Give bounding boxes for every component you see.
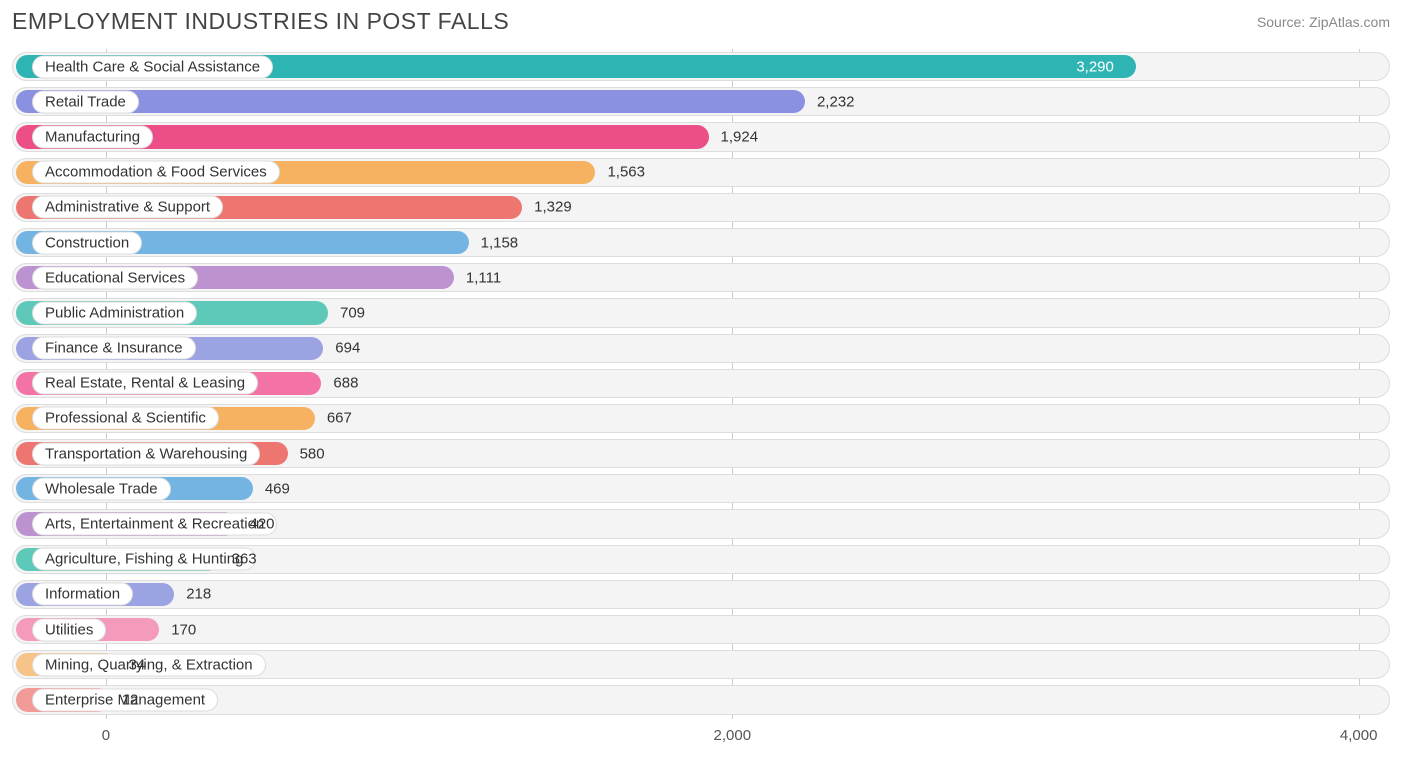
x-tick-label: 4,000 [1340,727,1378,744]
bar-label: Utilities [32,618,106,641]
bar-value: 363 [232,551,257,568]
bar-row: Construction 1,158 [12,225,1390,260]
bar-value: 709 [340,304,365,321]
bar-value: 218 [186,586,211,603]
bar-track [12,615,1390,644]
bar-row: Information 218 [12,577,1390,612]
x-tick-label: 0 [102,727,110,744]
bar-label: Public Administration [32,301,197,324]
bar-label: Professional & Scientific [32,407,219,430]
bar-row: Retail Trade 2,232 [12,84,1390,119]
bar-row: Real Estate, Rental & Leasing 688 [12,366,1390,401]
bar-value: 170 [171,621,196,638]
bar-row: Enterprise Management12 [12,682,1390,717]
bar-value: 2,232 [817,93,855,110]
bar-label: Arts, Entertainment & Recreation [32,513,277,536]
bar-label: Educational Services [32,266,198,289]
bar-label: Real Estate, Rental & Leasing [32,372,258,395]
bar-row: Transportation & Warehousing 580 [12,436,1390,471]
x-tick-label: 2,000 [714,727,752,744]
bar-value: 694 [335,340,360,357]
bar-value: 1,111 [466,269,501,286]
chart-source: Source: ZipAtlas.com [1257,14,1390,30]
bar-row: Arts, Entertainment & Recreation420 [12,506,1390,541]
bar-label: Transportation & Warehousing [32,442,260,465]
bar-value: 1,158 [481,234,519,251]
bar-value: 1,563 [607,164,645,181]
bar-value: 420 [249,516,274,533]
bar-track [12,580,1390,609]
bar-value: 1,329 [534,199,572,216]
bar-value: 667 [327,410,352,427]
bar-row: Accommodation & Food Services 1,563 [12,155,1390,190]
bars-container: Health Care & Social Assistance 3,290 Reta… [12,49,1390,718]
bar-row: Utilities 170 [12,612,1390,647]
bar-label: Health Care & Social Assistance [32,55,273,78]
bar-row: Public Administration 709 [12,295,1390,330]
bar-value: 12 [122,691,139,708]
bar-label: Construction [32,231,142,254]
bar-track [12,685,1390,714]
chart-title: EMPLOYMENT INDUSTRIES IN POST FALLS [12,8,509,35]
bar-value: 469 [265,480,290,497]
bar-value: 688 [333,375,358,392]
bar-label: Information [32,583,133,606]
bar-label: Mining, Quarrying, & Extraction [32,653,266,676]
bar-value: 1,924 [721,128,759,145]
bar-row: Finance & Insurance 694 [12,331,1390,366]
bar-label: Administrative & Support [32,196,223,219]
chart-header: EMPLOYMENT INDUSTRIES IN POST FALLS Sour… [0,0,1406,39]
bar-value: 580 [300,445,325,462]
bar-value: 34 [129,656,146,673]
bar-label: Finance & Insurance [32,337,196,360]
bar-label: Accommodation & Food Services [32,161,280,184]
bar-row: Wholesale Trade 469 [12,471,1390,506]
bar-row: Administrative & Support 1,329 [12,190,1390,225]
bar-row: Manufacturing 1,924 [12,119,1390,154]
bar-row: Health Care & Social Assistance 3,290 [12,49,1390,84]
bar-row: Educational Services 1,111 [12,260,1390,295]
bar-label: Manufacturing [32,125,153,148]
bar-row: Agriculture, Fishing & Hunting363 [12,542,1390,577]
bar-label: Agriculture, Fishing & Hunting [32,548,256,571]
bar-value: 3,290 [1076,58,1114,75]
x-axis: 0 2,000 4,000 [12,723,1390,749]
bar-row: Mining, Quarrying, & Extraction34 [12,647,1390,682]
chart-area: Health Care & Social Assistance 3,290 Reta… [12,49,1390,749]
bar-label: Wholesale Trade [32,477,171,500]
bar-label: Retail Trade [32,90,139,113]
bar-row: Professional & Scientific 667 [12,401,1390,436]
